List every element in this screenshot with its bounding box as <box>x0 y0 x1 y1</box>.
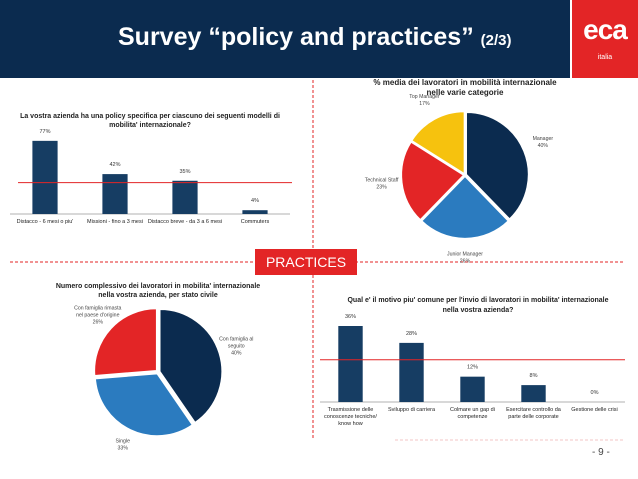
category-tick-label: competenze <box>458 414 488 420</box>
chart-title: mobilita' internazionale? <box>109 122 191 129</box>
logo-text: eca <box>583 14 628 45</box>
bar <box>242 210 268 214</box>
chart-title: nella vostra azienda? <box>443 307 514 314</box>
pie-slice-label: 26% <box>460 259 471 265</box>
bar <box>460 376 485 402</box>
category-tick-label: Distacco breve - da 3 a 6 mesi <box>148 219 222 225</box>
pie-slice-label: 23% <box>376 184 387 190</box>
bar-value-label: 12% <box>467 365 478 371</box>
category-tick-label: parte delle corporate <box>508 414 558 420</box>
chart-title: % media dei lavoratori in mobilità inter… <box>373 78 557 87</box>
practices-badge: PRACTICES <box>255 249 357 275</box>
header-bar: Survey “policy and practices” (2/3) <box>0 0 570 78</box>
bar <box>338 326 363 402</box>
bar-value-label: 36% <box>345 314 356 320</box>
bar <box>521 385 546 402</box>
bar-value-label: 28% <box>406 331 417 337</box>
bar-value-label: 4% <box>251 198 259 204</box>
chart-title: nella vostra azienda, per stato civile <box>98 292 218 299</box>
pie-slice-label: Technical Staff <box>365 177 399 183</box>
pie-slice-label: seguito <box>228 344 245 350</box>
category-tick-label: Missioni - fino a 3 mesi <box>87 219 143 225</box>
pie-slice <box>93 308 158 377</box>
bar <box>102 174 128 214</box>
pie-slice-label: Con famiglia al <box>219 337 253 343</box>
category-tick-label: Gestione delle crisi <box>571 407 617 413</box>
bar <box>32 140 58 214</box>
category-tick-label: conoscenze tecniche/ <box>324 414 377 420</box>
eca-logo: eca italia <box>572 0 638 78</box>
category-tick-label: Distacco - 6 mesi o piu' <box>17 219 74 225</box>
pie-slice-label: 33% <box>118 446 129 452</box>
pie-slice-label: Con famiglia rimasta <box>74 305 121 311</box>
pie-slice-label: 40% <box>231 351 242 357</box>
bar-value-label: 8% <box>530 373 538 379</box>
pie-slice-label: Top Manager <box>409 94 440 100</box>
category-tick-label: Commuters <box>241 219 270 225</box>
bar-value-label: 0% <box>591 390 599 396</box>
chart-title: Qual e' il motivo piu' comune per l'invi… <box>347 297 608 304</box>
pie-slice-label: 40% <box>538 143 549 149</box>
bar-value-label: 42% <box>109 162 120 168</box>
bar-value-label: 35% <box>179 169 190 175</box>
pie-slice-label: Manager <box>533 136 554 142</box>
pie-slice <box>159 308 223 424</box>
chart-title: nelle varie categorie <box>427 88 504 97</box>
category-tick-label: know how <box>338 421 362 427</box>
chart-title: Numero complessivo dei lavoratori in mob… <box>56 283 260 290</box>
page-title: Survey “policy and practices” (2/3) <box>118 23 512 51</box>
page-number: - 9 - <box>592 447 610 458</box>
page-subtitle: (2/3) <box>480 32 512 49</box>
logo-subtext: italia <box>597 54 613 61</box>
pie-slice <box>94 373 194 437</box>
pie-slice <box>420 175 510 240</box>
pie-slice-label: Junior Manager <box>447 252 483 258</box>
pie-slice <box>465 111 529 220</box>
pie-slice <box>400 141 465 221</box>
bar <box>172 180 198 214</box>
pie-slice-label: 17% <box>419 101 430 107</box>
bar <box>399 342 424 402</box>
chart-mobility-reasons: Qual e' il motivo piu' comune per l'invi… <box>320 297 625 427</box>
chart-title: La vostra azienda ha una policy specific… <box>20 113 280 120</box>
bar-value-label: 77% <box>39 129 50 135</box>
chart-marital-status: Numero complessivo dei lavoratori in mob… <box>56 283 260 452</box>
pie-slice-label: nel paese d'origine <box>76 312 120 318</box>
pie-slice-label: Single <box>116 439 131 445</box>
pie-slice <box>411 111 465 175</box>
category-tick-label: Colmare un gap di <box>450 407 495 413</box>
chart-policy: La vostra azienda ha una policy specific… <box>10 113 292 225</box>
category-tick-label: Sviluppo di carriera <box>388 407 436 413</box>
chart-worker-categories: % media dei lavoratori in mobilità inter… <box>365 78 557 265</box>
pie-slice-label: 26% <box>93 319 104 325</box>
category-tick-label: Esercitare controllo da <box>506 407 562 413</box>
category-tick-label: Trasmissione delle <box>328 407 374 413</box>
